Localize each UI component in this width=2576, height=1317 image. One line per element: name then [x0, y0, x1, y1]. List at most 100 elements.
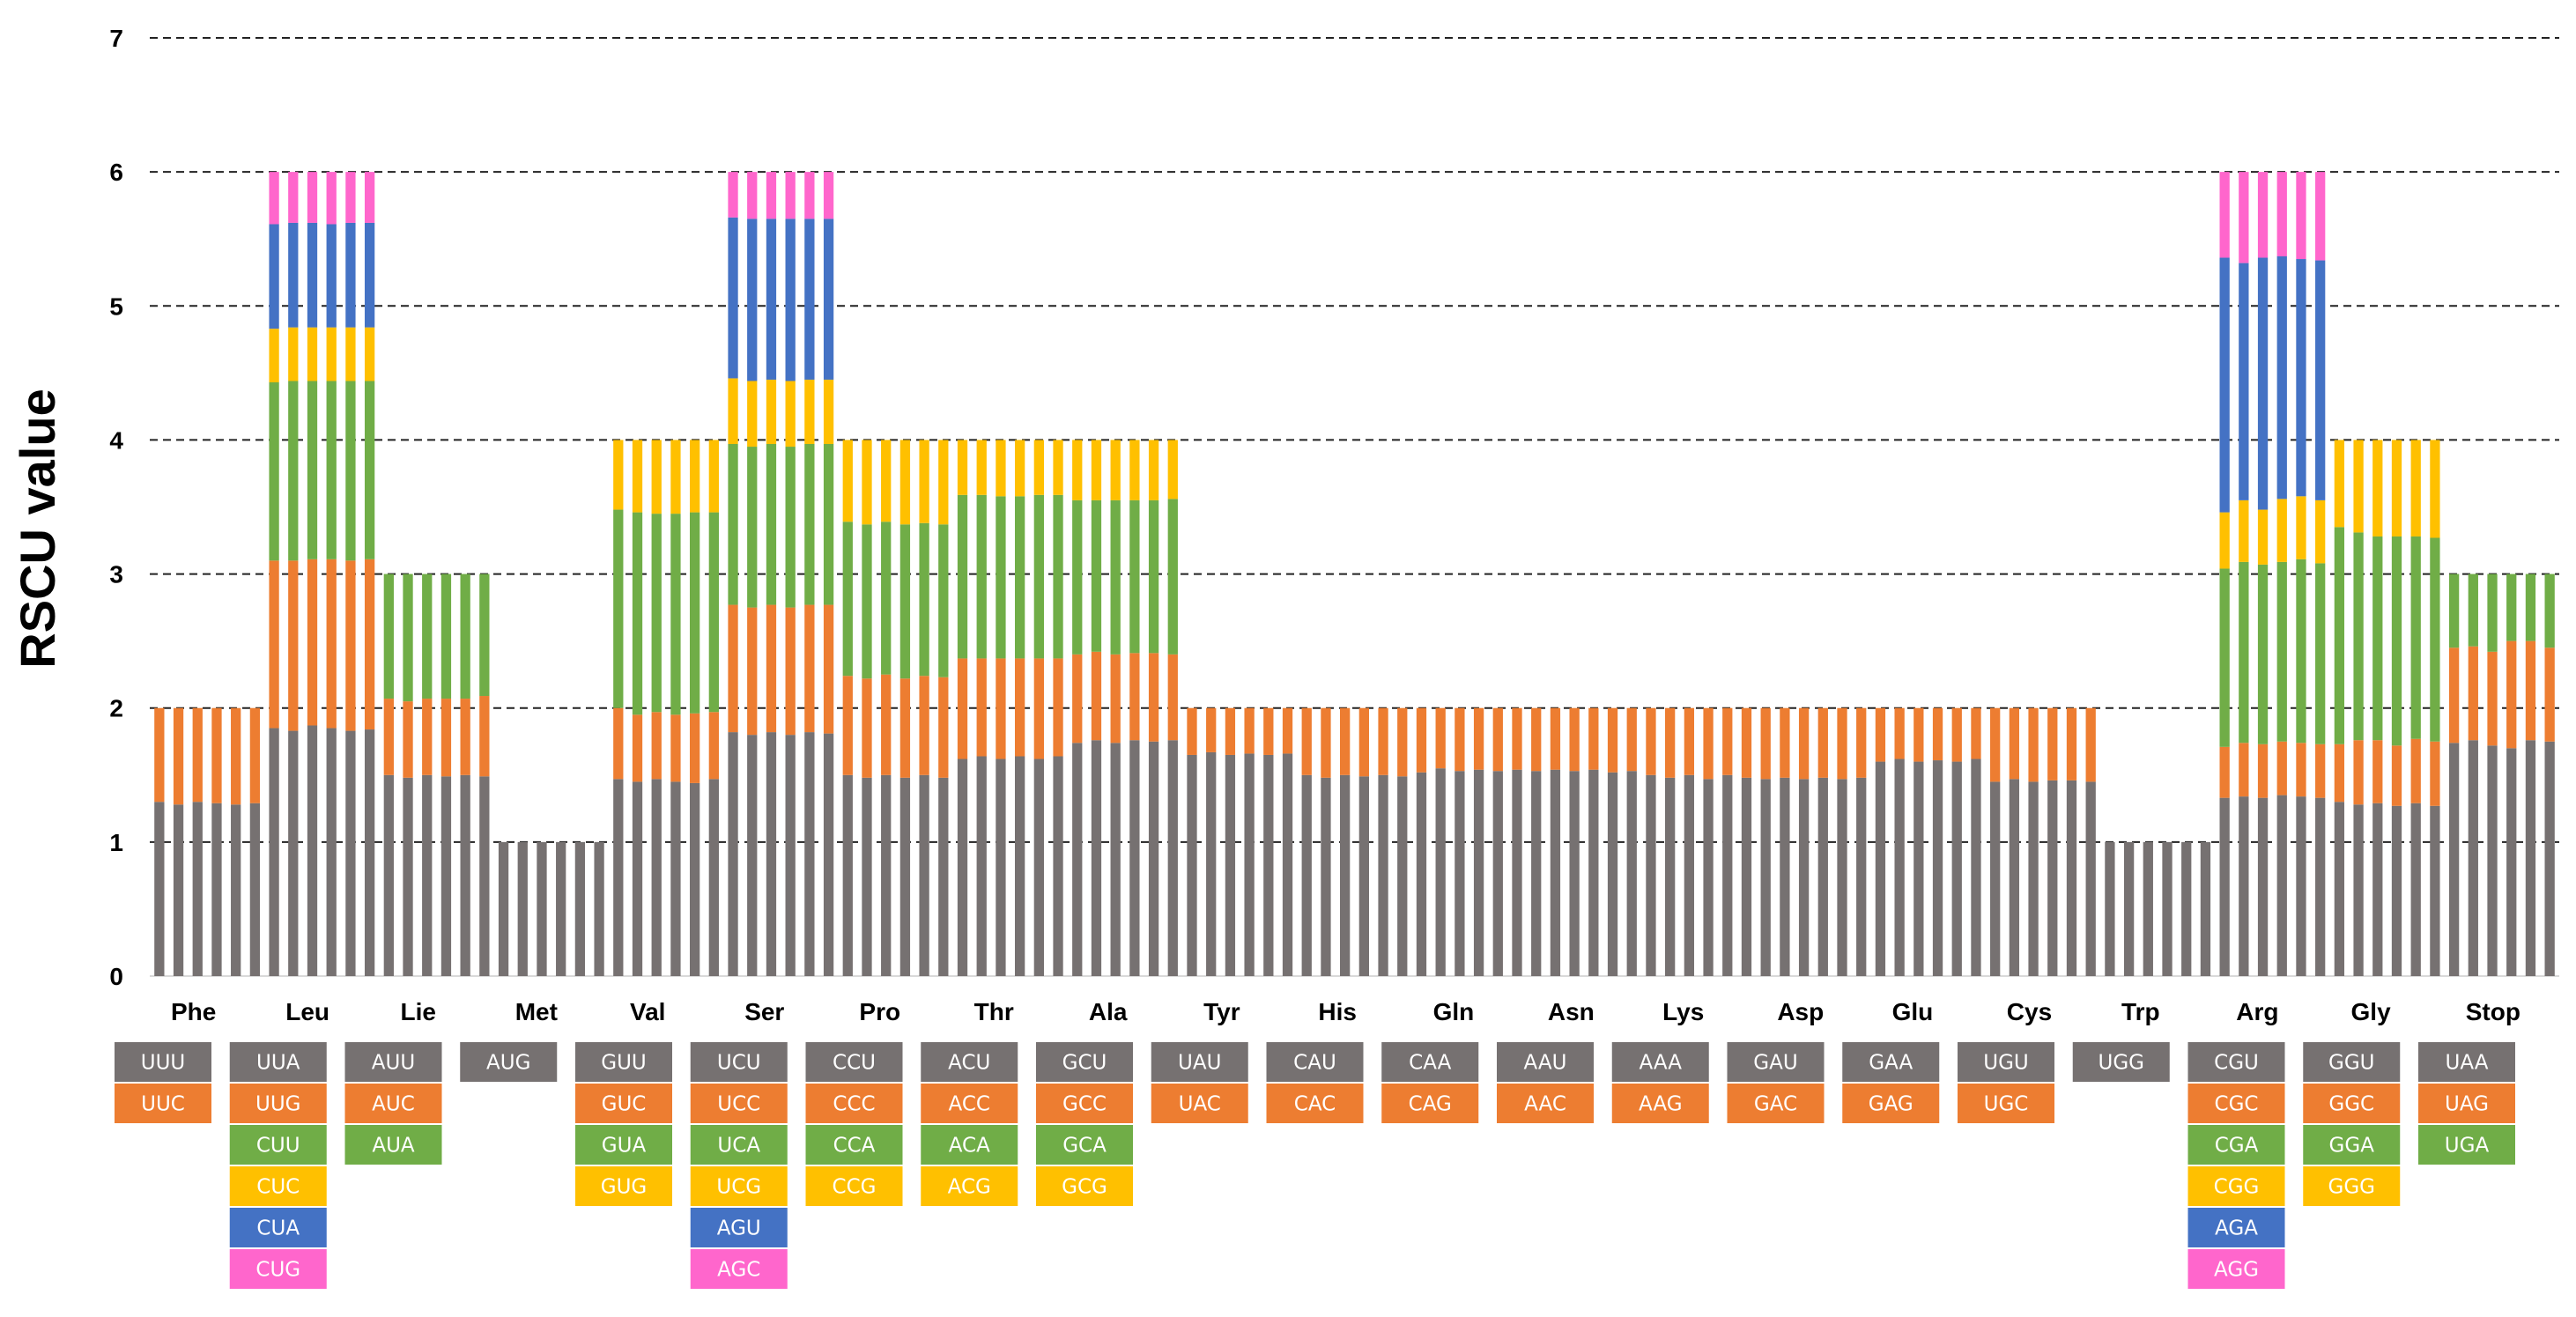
bar-segment — [2219, 797, 2230, 976]
bar-segment — [976, 494, 987, 659]
bar-segment — [211, 803, 222, 976]
bar-segment — [1263, 754, 1274, 976]
bar-segment — [2410, 440, 2421, 536]
bar-segment — [804, 732, 815, 976]
bar-segment — [1932, 760, 1943, 976]
bar-segment — [2219, 257, 2230, 513]
bar-segment — [689, 782, 700, 976]
bar-segment — [1263, 707, 1274, 755]
bar-segment — [862, 440, 872, 525]
bar-segment — [269, 728, 279, 976]
bar-segment — [1512, 707, 1522, 770]
bar-segment — [2448, 743, 2460, 976]
amino-acid-label: Stop — [2466, 998, 2520, 1025]
codon-cell — [1036, 1125, 1133, 1165]
bar-segment — [2487, 573, 2498, 652]
bar-segment — [766, 443, 777, 605]
bar-segment — [2239, 743, 2249, 797]
bar-segment — [2410, 536, 2421, 739]
bar-segment — [269, 382, 279, 561]
codon-cell — [575, 1042, 672, 1082]
codon-label: UUC — [141, 1093, 185, 1116]
bar-segment — [288, 381, 299, 561]
bar-segment — [2239, 499, 2249, 562]
bar-segment — [1014, 440, 1025, 497]
codon-label: AGU — [717, 1217, 761, 1240]
bar-segment — [574, 841, 586, 976]
bar-segment — [1282, 753, 1293, 976]
bar-segment — [326, 728, 337, 976]
y-tick-label: 0 — [109, 963, 123, 990]
bar-segment — [2123, 841, 2135, 976]
bar-segment — [1053, 440, 1063, 495]
codon-cell — [2187, 1042, 2285, 1082]
bar-segment — [1378, 707, 1388, 775]
amino-acid-label: Ala — [1089, 998, 1128, 1025]
bar-segment — [689, 440, 700, 513]
codon-label: GGC — [2328, 1093, 2374, 1116]
bar-segment — [2085, 707, 2096, 782]
amino-acid-label: Asn — [1548, 998, 1595, 1025]
bar-segment — [440, 699, 452, 777]
bar-segment — [383, 573, 394, 699]
bar-segment — [2085, 781, 2096, 976]
bar-segment — [785, 381, 796, 448]
bar-segment — [957, 758, 968, 976]
codon-cell — [690, 1042, 788, 1082]
bar-segment — [1110, 440, 1121, 500]
codon-label: GAA — [1869, 1052, 1913, 1075]
bar-segment — [823, 443, 834, 605]
codon-cell — [1266, 1042, 1364, 1082]
bar-segment — [2239, 172, 2249, 263]
bar-segment — [804, 172, 815, 219]
bar-segment — [2296, 743, 2306, 797]
bar-segment — [1741, 707, 1752, 778]
codon-label: AUA — [372, 1135, 415, 1158]
codon-label: AAU — [1524, 1052, 1567, 1075]
y-tick-label: 3 — [109, 561, 123, 588]
amino-acid-label: Lie — [400, 998, 435, 1025]
bar-segment — [1129, 740, 1140, 976]
bar-segment — [460, 774, 470, 976]
bar-segment — [1990, 707, 2001, 782]
bar-segment — [460, 573, 470, 699]
bar-segment — [1225, 754, 1236, 976]
bar-segment — [1760, 779, 1771, 976]
bar-segment — [804, 604, 815, 733]
bar-segment — [881, 440, 892, 522]
bar-segment — [364, 327, 375, 381]
bar-segment — [1473, 707, 1484, 770]
codon-cell — [690, 1166, 788, 1206]
bar-segment — [1091, 651, 1102, 741]
bar-segment — [651, 712, 662, 780]
bar-segment — [231, 707, 241, 805]
bar-segment — [288, 730, 299, 976]
bar-segment — [2353, 740, 2364, 805]
bar-segment — [1072, 499, 1083, 655]
codon-cell — [1727, 1042, 1825, 1082]
bar-segment — [842, 440, 853, 522]
y-axis-label: RSCU value — [10, 388, 65, 668]
bar-segment — [938, 677, 949, 778]
codon-cell — [229, 1084, 327, 1123]
bar-segment — [708, 779, 719, 976]
bar-segment — [632, 714, 643, 782]
bar-segment — [1588, 707, 1599, 770]
bar-segment — [1626, 771, 1637, 976]
bar-segment — [2448, 573, 2460, 648]
codon-cell — [2303, 1166, 2401, 1206]
bar-segment — [422, 573, 433, 699]
codon-cell — [2187, 1249, 2285, 1289]
bar-segment — [957, 494, 968, 659]
bar-segment — [1416, 707, 1427, 773]
bar-segment — [307, 725, 318, 976]
codon-label: AUG — [486, 1052, 530, 1075]
codon-label: UCA — [717, 1135, 760, 1158]
codon-label: UAA — [2446, 1052, 2489, 1075]
bar-segment — [613, 779, 624, 976]
stacked-bars — [154, 172, 2555, 976]
bar-segment — [2353, 804, 2364, 976]
bar-segment — [976, 658, 987, 757]
bar-segment — [862, 678, 872, 778]
